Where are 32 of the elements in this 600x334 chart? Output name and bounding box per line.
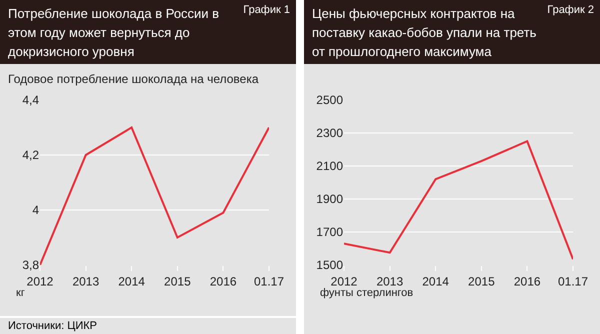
x-tick-label: 2016 xyxy=(514,274,541,288)
text: График 1 xyxy=(243,4,290,16)
text: Источники: ЦИКР xyxy=(0,316,296,334)
x-tick-label: 2014 xyxy=(118,274,146,288)
text: кг xyxy=(16,287,25,299)
y-tick-label: 4 xyxy=(32,203,40,218)
x-tick-label: 2013 xyxy=(72,274,100,288)
y-tick-label: 2300 xyxy=(316,126,344,140)
y-tick-label: 2100 xyxy=(316,159,344,174)
line-series xyxy=(40,126,269,265)
y-tick-label: 4,2 xyxy=(22,148,40,162)
y-tick-label: 1700 xyxy=(316,225,344,240)
x-tick-label: 2014 xyxy=(422,274,450,288)
chart-title: Потребление шоколада в России в этом году может вернуться до докризисного уровня xyxy=(8,6,220,59)
x-tick-label: 2012 xyxy=(26,274,54,288)
x-tick-label: 2016 xyxy=(210,274,237,288)
x-tick-label: 2015 xyxy=(164,274,192,288)
x-tick-label: 2013 xyxy=(376,274,404,288)
x-tick-label: 01.17 xyxy=(254,274,284,288)
y-tick-label: 4,4 xyxy=(22,93,40,108)
line-series xyxy=(344,140,573,260)
text: фунты стерлингов xyxy=(320,287,414,299)
y-tick-label: 3,8 xyxy=(22,258,40,272)
chart-title: Цены фьючерсных контрактов на поставку какао-бобов упали на треть от прошлогоднего максимума xyxy=(312,6,536,59)
chart-subtitle: Годовое потребление шоколада на человека xyxy=(7,71,260,88)
y-tick-label: 1500 xyxy=(316,258,344,272)
y-tick-label: 2500 xyxy=(316,93,344,108)
x-tick-label: 01.17 xyxy=(558,274,588,288)
x-tick-label: 2012 xyxy=(330,274,358,288)
text: График 2 xyxy=(547,4,594,16)
x-tick-label: 2015 xyxy=(468,274,496,288)
y-tick-label: 1900 xyxy=(316,192,344,206)
